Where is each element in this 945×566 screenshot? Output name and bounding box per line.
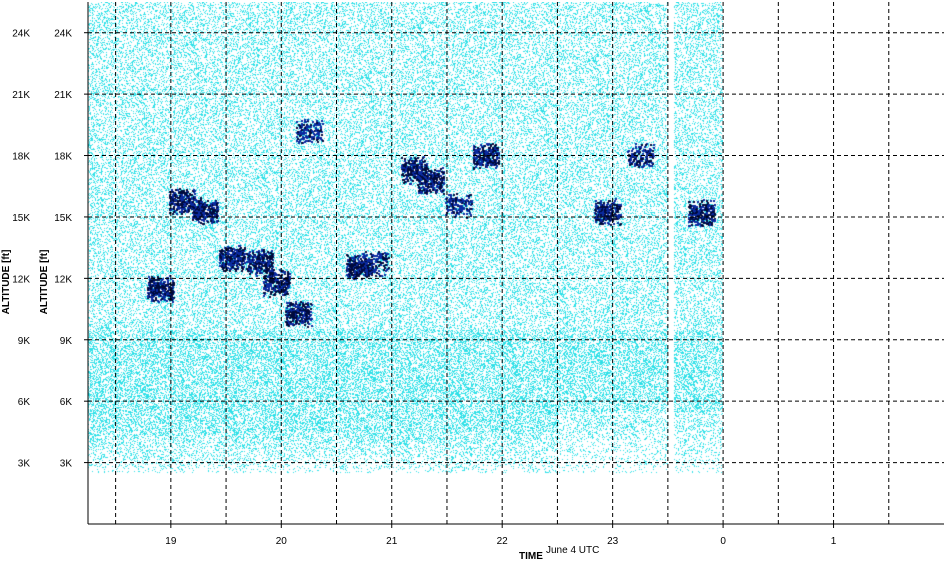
radar-echo-layer [88, 2, 723, 524]
y-tick-label: 12K [12, 274, 30, 285]
y-axis-title: ALTITUDE [ft] [1, 250, 12, 315]
x-tick-label: 22 [497, 536, 509, 547]
y-tick-label: 9K [18, 336, 31, 347]
y-tick-labels-outer: 3K 6K 9K 12K 15K 18K 21K 24K [12, 29, 30, 470]
grid-lines [88, 2, 944, 524]
y-tick-label-inner: 3K [60, 459, 73, 470]
y-tick-label: 21K [12, 90, 30, 101]
x-tick-label: 23 [607, 536, 619, 547]
y-tick-label: 6K [18, 397, 31, 408]
y-tick-label-inner: 12K [54, 274, 72, 285]
date-label: June 4 UTC [546, 545, 599, 556]
x-tick-label: 21 [386, 536, 398, 547]
y-tick-labels-inner: 3K 6K 9K 12K 15K 18K 21K 24K [54, 29, 72, 470]
echo-image [88, 2, 723, 524]
y-tick-label: 18K [12, 152, 30, 163]
y-axis-title-inner: ALTITUDE [ft] [39, 250, 50, 315]
x-tick-label: 0 [720, 536, 726, 547]
y-tick-label-inner: 24K [54, 29, 72, 40]
y-tick-label: 15K [12, 213, 30, 224]
y-tick-label-inner: 9K [60, 336, 73, 347]
x-tick-labels: 19 20 21 22 23 0 1 [165, 536, 836, 547]
y-tick-label-inner: 15K [54, 213, 72, 224]
y-tick-label: 3K [18, 459, 31, 470]
y-tick-label: 24K [12, 29, 30, 40]
x-tick-label: 19 [165, 536, 177, 547]
y-tick-label-inner: 6K [60, 397, 73, 408]
y-tick-label-inner: 21K [54, 90, 72, 101]
x-axis-title: TIME [519, 551, 543, 562]
x-tick-label: 1 [831, 536, 837, 547]
x-tick-label: 20 [276, 536, 288, 547]
y-tick-label-inner: 18K [54, 152, 72, 163]
axes [84, 2, 944, 528]
